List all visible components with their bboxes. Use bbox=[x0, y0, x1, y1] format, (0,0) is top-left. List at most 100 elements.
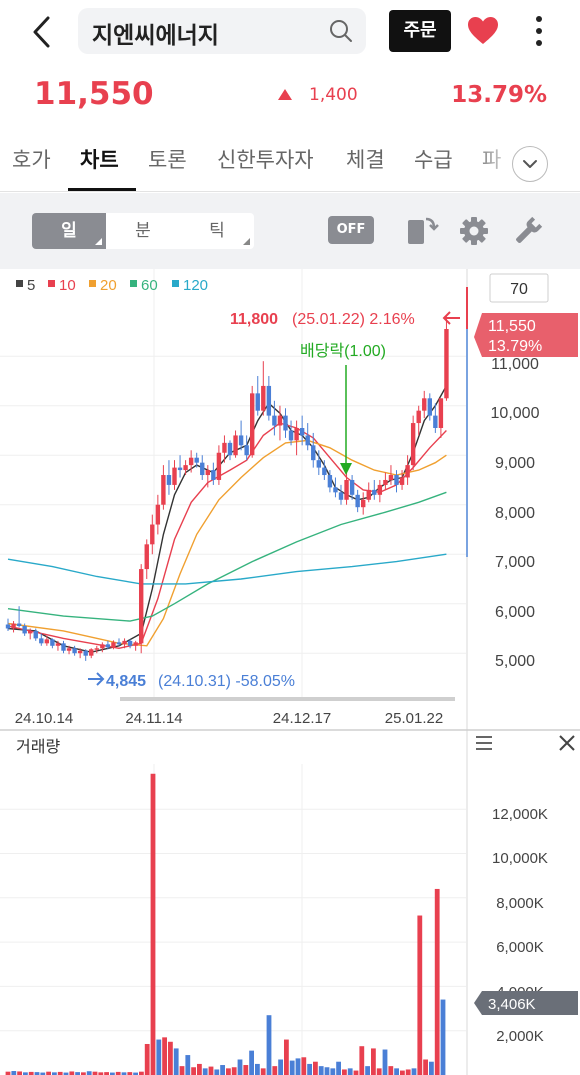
candle bbox=[161, 465, 166, 510]
candle-body bbox=[410, 423, 416, 466]
candle bbox=[322, 460, 327, 480]
price-tick: 11,000 bbox=[491, 356, 539, 373]
volume-bar bbox=[365, 1066, 370, 1075]
period-tick[interactable]: 틱 bbox=[180, 213, 254, 249]
visible-count-box[interactable] bbox=[489, 273, 549, 303]
candle-body bbox=[366, 489, 371, 500]
volume-bar bbox=[162, 1037, 167, 1075]
tab-supply-demand[interactable]: 수급 bbox=[414, 148, 453, 172]
volume-tick: 12,000K bbox=[492, 806, 548, 823]
candle-body bbox=[338, 492, 344, 500]
candle-body bbox=[44, 639, 50, 644]
candle-body bbox=[416, 410, 421, 424]
period-minute[interactable]: 분 bbox=[106, 213, 180, 249]
candle bbox=[422, 390, 427, 419]
candle-body bbox=[150, 524, 155, 545]
volume-bar bbox=[81, 1072, 86, 1075]
volume-bar bbox=[330, 1068, 336, 1075]
candle bbox=[183, 460, 188, 476]
more-menu-button[interactable] bbox=[528, 14, 550, 52]
hamburger-icon[interactable] bbox=[476, 736, 492, 750]
date-tick: 24.10.14 bbox=[15, 710, 73, 727]
volume-bar bbox=[208, 1066, 214, 1075]
active-tab-indicator bbox=[68, 188, 136, 191]
candle bbox=[205, 465, 210, 488]
candle bbox=[200, 455, 205, 480]
candle-body bbox=[394, 475, 399, 485]
back-button[interactable] bbox=[28, 14, 58, 50]
candle-body bbox=[177, 467, 183, 471]
volume-bar bbox=[400, 1070, 405, 1075]
dropdown-corner-icon bbox=[243, 238, 250, 245]
stock-search-box[interactable]: 지엔씨에너지 bbox=[78, 8, 366, 54]
candle bbox=[427, 393, 432, 421]
volume-bar bbox=[226, 1068, 231, 1075]
candle-body bbox=[188, 457, 194, 466]
chevron-down-icon bbox=[523, 160, 537, 168]
legend-swatch-20 bbox=[89, 280, 96, 287]
period-day-label: 일 bbox=[61, 221, 77, 241]
candle-body bbox=[55, 643, 61, 646]
candle-body bbox=[166, 475, 172, 485]
candle-body bbox=[305, 435, 310, 446]
volume-bar bbox=[382, 1049, 388, 1075]
candle-body bbox=[222, 442, 227, 453]
candle-body bbox=[11, 623, 16, 629]
candle bbox=[283, 408, 288, 438]
candle-body bbox=[444, 329, 449, 399]
high-arrow-icon bbox=[442, 311, 460, 325]
heart-icon bbox=[468, 17, 498, 44]
candle-body bbox=[322, 467, 327, 476]
tabs-expand-button[interactable] bbox=[512, 146, 548, 182]
order-button[interactable]: 주문 bbox=[389, 10, 451, 52]
candle bbox=[405, 455, 410, 485]
volume-bar bbox=[295, 1058, 301, 1075]
volume-bar bbox=[121, 1072, 127, 1075]
volume-bar bbox=[249, 1050, 254, 1075]
price-change-percent: 13.79% bbox=[451, 82, 547, 108]
wrench-icon[interactable] bbox=[512, 215, 544, 247]
volume-bar bbox=[63, 1072, 69, 1075]
volume-bar bbox=[371, 1048, 376, 1075]
candle-body bbox=[77, 650, 83, 654]
tab-trades[interactable]: 체결 bbox=[346, 148, 385, 172]
candle bbox=[22, 623, 27, 636]
volume-bar bbox=[307, 1063, 312, 1075]
volume-tick: 6,000K bbox=[496, 939, 544, 956]
chart-area[interactable]: 5 10 20 60 120 70 11,800 (25.01.22) 2.16… bbox=[0, 269, 580, 1075]
gear-icon[interactable] bbox=[458, 215, 490, 247]
search-icon[interactable] bbox=[328, 18, 354, 44]
tab-chart[interactable]: 차트 bbox=[80, 148, 119, 172]
close-icon[interactable] bbox=[559, 735, 575, 751]
date-tick: 24.12.17 bbox=[273, 710, 331, 727]
candle-body bbox=[100, 644, 105, 649]
candle-body bbox=[5, 624, 11, 629]
volume-bar bbox=[115, 1071, 121, 1075]
off-toggle[interactable]: OFF bbox=[328, 216, 374, 244]
rotate-screen-icon[interactable] bbox=[405, 215, 439, 247]
last-price-tag-price: 11,550 bbox=[488, 318, 536, 335]
chart-scrollbar[interactable] bbox=[120, 697, 455, 701]
volume-bar bbox=[284, 1039, 289, 1075]
tabs-fade bbox=[470, 130, 520, 190]
favorite-button[interactable] bbox=[466, 14, 500, 52]
candle-body bbox=[272, 415, 277, 426]
volume-bar bbox=[17, 1071, 22, 1075]
stock-name: 지엔씨에너지 bbox=[92, 23, 219, 49]
candle bbox=[211, 462, 216, 485]
period-day[interactable]: 일 bbox=[32, 213, 106, 249]
candle-body bbox=[288, 430, 294, 441]
volume-bar bbox=[289, 1060, 295, 1075]
volume-bar bbox=[75, 1072, 80, 1075]
tab-orderbook[interactable]: 호가 bbox=[12, 148, 51, 172]
volume-bar bbox=[127, 1072, 133, 1075]
candle bbox=[250, 385, 255, 458]
candle-body bbox=[238, 435, 244, 446]
legend-swatch-60 bbox=[130, 280, 137, 287]
candle-body bbox=[422, 398, 427, 411]
candle-body bbox=[172, 467, 177, 485]
candle bbox=[172, 460, 177, 490]
tab-shinhan-investor[interactable]: 신한투자자 bbox=[217, 148, 314, 172]
tab-discussion[interactable]: 토론 bbox=[148, 148, 187, 172]
candle bbox=[83, 649, 88, 661]
